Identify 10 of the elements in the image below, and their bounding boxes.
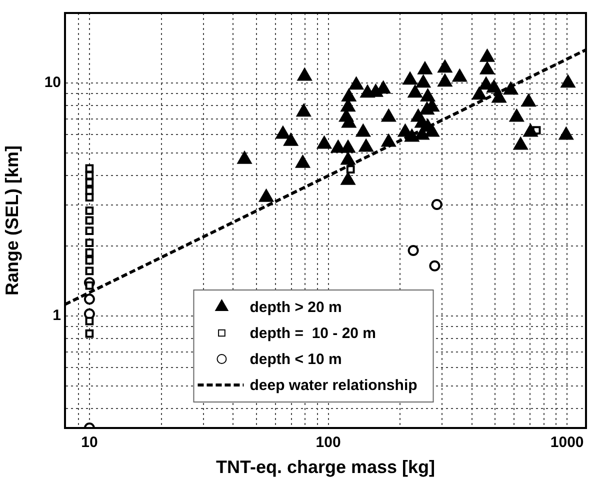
legend-label: depth < 10 m	[250, 351, 342, 368]
y-axis-title: Range (SEL) [km]	[2, 145, 22, 296]
x-tick-label: 1000	[550, 434, 584, 452]
x-axis-title: TNT-eq. charge mass [kg]	[216, 457, 436, 478]
legend-label: depth > 20 m	[250, 299, 342, 316]
x-tick-label: 100	[316, 434, 341, 452]
y-tick-label: 1	[52, 307, 61, 324]
legend-label: deep water relationship	[250, 377, 418, 394]
legend-label: depth = 10 - 20 m	[250, 325, 376, 342]
x-tick-label: 10	[81, 434, 98, 452]
